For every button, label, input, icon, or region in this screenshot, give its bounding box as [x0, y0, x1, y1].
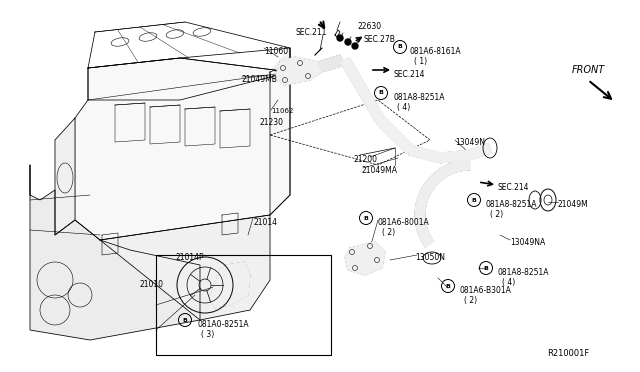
Text: ( 2): ( 2)	[464, 296, 477, 305]
Text: ( 1): ( 1)	[414, 57, 427, 66]
Text: 11060: 11060	[264, 47, 288, 56]
Text: ( 2): ( 2)	[490, 210, 503, 219]
Text: 081A6-8001A: 081A6-8001A	[378, 218, 429, 227]
Text: 13049N: 13049N	[455, 138, 485, 147]
Text: 21049MA: 21049MA	[362, 166, 398, 175]
Polygon shape	[409, 145, 442, 163]
Text: ( 3): ( 3)	[201, 330, 214, 339]
Text: 22630: 22630	[358, 22, 382, 31]
Text: 081A8-8251A: 081A8-8251A	[486, 200, 538, 209]
Text: 21014P: 21014P	[176, 253, 205, 262]
Circle shape	[352, 43, 358, 49]
Text: 21014: 21014	[253, 218, 277, 227]
Bar	[156, 255, 331, 355]
Polygon shape	[75, 58, 290, 240]
Circle shape	[345, 39, 351, 45]
Text: 081A0-8251A: 081A0-8251A	[197, 320, 248, 329]
Polygon shape	[415, 160, 470, 247]
Polygon shape	[376, 116, 413, 154]
Polygon shape	[440, 150, 470, 163]
Text: 21049MB: 21049MB	[242, 75, 278, 84]
Text: FRONT: FRONT	[572, 65, 605, 75]
Text: B: B	[379, 90, 383, 96]
Text: SEC.214: SEC.214	[497, 183, 529, 192]
Text: 081A6-B301A: 081A6-B301A	[460, 286, 512, 295]
Text: R210001F: R210001F	[547, 349, 589, 358]
Text: ( 4): ( 4)	[397, 103, 410, 112]
Polygon shape	[468, 143, 492, 160]
Text: 081A6-8161A: 081A6-8161A	[410, 47, 461, 56]
Text: B: B	[484, 266, 488, 270]
Text: ( 4): ( 4)	[502, 278, 515, 287]
Polygon shape	[100, 215, 270, 320]
Text: 21010: 21010	[140, 280, 164, 289]
Text: ( 2): ( 2)	[382, 228, 395, 237]
Text: 13050N: 13050N	[415, 253, 445, 262]
Polygon shape	[30, 165, 200, 340]
Text: 21013: 21013	[214, 292, 238, 301]
Polygon shape	[210, 262, 250, 308]
Polygon shape	[345, 242, 385, 275]
Text: SEC.214: SEC.214	[393, 70, 424, 79]
Polygon shape	[340, 58, 384, 122]
Text: B: B	[445, 283, 451, 289]
Text: SEC.27B: SEC.27B	[363, 35, 395, 44]
Polygon shape	[275, 57, 322, 85]
Text: 13049NA: 13049NA	[510, 238, 545, 247]
Text: 21230: 21230	[260, 118, 284, 127]
Polygon shape	[318, 55, 345, 72]
Text: B: B	[364, 215, 369, 221]
Text: 081A8-8251A: 081A8-8251A	[393, 93, 445, 102]
Text: B: B	[182, 317, 188, 323]
Polygon shape	[270, 48, 290, 215]
Text: 21049M: 21049M	[558, 200, 589, 209]
Circle shape	[337, 35, 343, 41]
Text: B: B	[472, 198, 476, 202]
Text: 11062: 11062	[271, 108, 293, 114]
Text: B: B	[397, 45, 403, 49]
Text: 081A8-8251A: 081A8-8251A	[498, 268, 550, 277]
Polygon shape	[55, 118, 75, 235]
Text: 21200: 21200	[354, 155, 378, 164]
Text: SEC.211: SEC.211	[296, 28, 328, 37]
